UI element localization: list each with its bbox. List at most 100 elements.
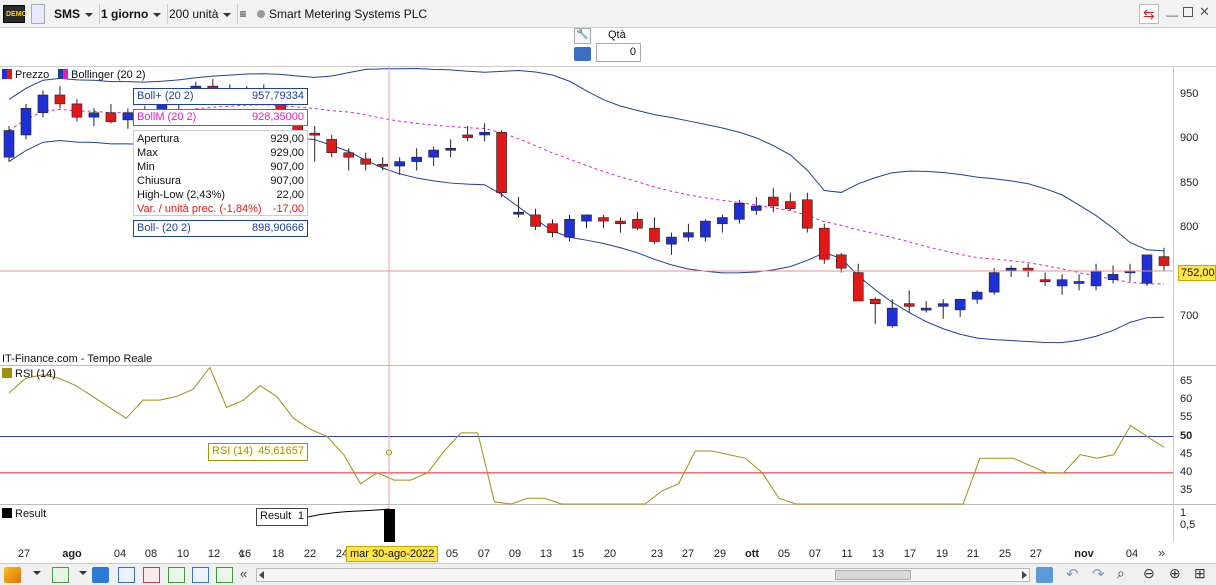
zoom-out-icon[interactable]: ⊖ [1143,565,1155,581]
chevron-down-icon[interactable] [74,567,87,583]
result-info-value: 1 [297,510,304,522]
undo-icon[interactable]: ↶ [1066,566,1079,583]
sync-icon[interactable]: ⇆ [1139,4,1159,24]
rsi-axis-label: 45 [1180,447,1193,460]
qty-label: Qtà [608,29,626,41]
keyboard-icon[interactable] [574,47,591,61]
candle-body [54,94,66,105]
scroll-right-icon[interactable]: » [1158,545,1166,560]
zoom-fit-icon[interactable]: ⌕ [1117,565,1125,581]
rsi-axis-label: 50 [1180,429,1193,442]
demo-logo-icon: DEMO [3,5,27,23]
horizontal-scrollbar[interactable] [256,568,1030,582]
zoom-in-icon[interactable]: ⊕ [1169,565,1181,581]
price-legend-label: Prezzo [15,69,50,81]
chart-type-icon[interactable] [52,567,69,583]
x-axis-label: 15 [571,548,585,560]
rewind-icon[interactable]: « [240,566,248,581]
bollinger-legend-label: Bollinger (20 2) [71,69,146,81]
bollinger-middle-line [8,104,1165,285]
timeframe-dropdown[interactable]: 1 giorno [95,4,169,24]
symbol-dropdown[interactable]: SMS [48,4,101,24]
result-info: Result 1 [256,508,308,526]
candle-body [1090,270,1102,287]
ohlc-row-value: 22,00 [276,189,304,201]
candle-body [852,272,864,302]
x-axis-label: 23 [650,548,664,560]
maximize-icon[interactable] [1183,7,1193,17]
price-legend-icon [2,69,12,79]
candle-body [3,130,15,158]
timeframe-label: 1 giorno [101,7,149,21]
draw-tool-icon[interactable] [4,567,21,583]
share-icon[interactable] [92,567,109,583]
chevron-down-icon [85,12,94,17]
bollm-info-label: BollM (20 2) [137,111,197,123]
scrollbar-thumb[interactable] [835,570,911,580]
wrench-icon[interactable]: 🔧 [574,28,591,44]
x-axis-label: 04 [113,548,127,560]
ohlc-row: Max 929,00 [137,146,304,160]
candle-body [920,307,932,311]
chevron-down-icon[interactable] [28,567,41,583]
scroll-left-arrow-icon[interactable] [259,571,264,579]
ohlc-row-value: 907,00 [270,175,304,187]
rsi-axis-label: 35 [1180,484,1193,496]
x-axis-label: 10 [176,548,190,560]
close-icon[interactable]: ✕ [1199,4,1210,19]
candle-body [615,220,626,225]
zoom-menu-icon[interactable]: ⊞ [1194,565,1206,581]
alert-icon[interactable] [168,567,185,583]
instrument-name: Smart Metering Systems PLC [257,4,427,24]
menu-icon[interactable]: ≡ [239,7,247,21]
minimize-icon[interactable]: — [1166,8,1178,22]
rsi-legend[interactable]: RSI (14) [2,368,56,380]
x-axis-label: 24 [335,548,349,560]
candle-body [445,147,456,151]
ohlc-row-value: 929,00 [270,147,304,159]
x-axis-label: 11 [841,548,853,560]
candle-body [20,108,32,136]
x-axis-label: 22 [303,548,317,560]
scroll-left-icon[interactable]: « [238,545,246,560]
candle-body [734,203,745,220]
qty-input[interactable]: 0 [596,43,641,62]
candle-body [1141,254,1153,284]
scroll-right-arrow-icon[interactable] [1022,571,1027,579]
result-legend-label: Result [15,508,47,520]
indicator-icon[interactable] [192,567,209,583]
candle-body [428,149,439,158]
data-icon[interactable] [1036,567,1053,583]
candle-body [377,163,388,167]
price-legend[interactable]: Prezzo [2,69,49,81]
comment-icon[interactable] [118,567,135,583]
candle-body [122,112,134,121]
result-legend[interactable]: Result [2,508,46,520]
result-axis-label: 0,5 [1180,519,1196,531]
candle-body [988,272,1000,293]
bollminus-info-value: 898,90666 [252,222,304,234]
candle-body [785,201,796,209]
ohlc-row: Apertura 929,00 [137,132,304,146]
bollp-info-label: Boll+ (20 2) [137,90,194,102]
current-price-badge: 752,00 [1178,265,1216,281]
candle-body [564,219,575,238]
rsi-axis-label: 40 [1180,465,1193,478]
candle-body [835,254,847,269]
candle-body [411,156,422,162]
list-icon[interactable] [143,567,160,583]
compare-icon[interactable] [216,567,233,583]
ohlc-row-label: Chiusura [137,175,182,187]
chevron-down-icon [223,12,232,17]
pin-icon[interactable] [31,4,45,24]
ohlc-row: High-Low (2,43%) 22,00 [137,188,304,202]
bollinger-legend[interactable]: Bollinger (20 2) [58,69,146,81]
candle-body [903,303,915,307]
candle-body [1073,281,1085,284]
redo-icon[interactable]: ↷ [1092,566,1105,583]
candle-body [1056,279,1068,287]
ohlc-row-label: Max [137,147,158,159]
result-info-label: Result [260,510,292,522]
units-dropdown[interactable]: 200 unità [163,4,239,24]
